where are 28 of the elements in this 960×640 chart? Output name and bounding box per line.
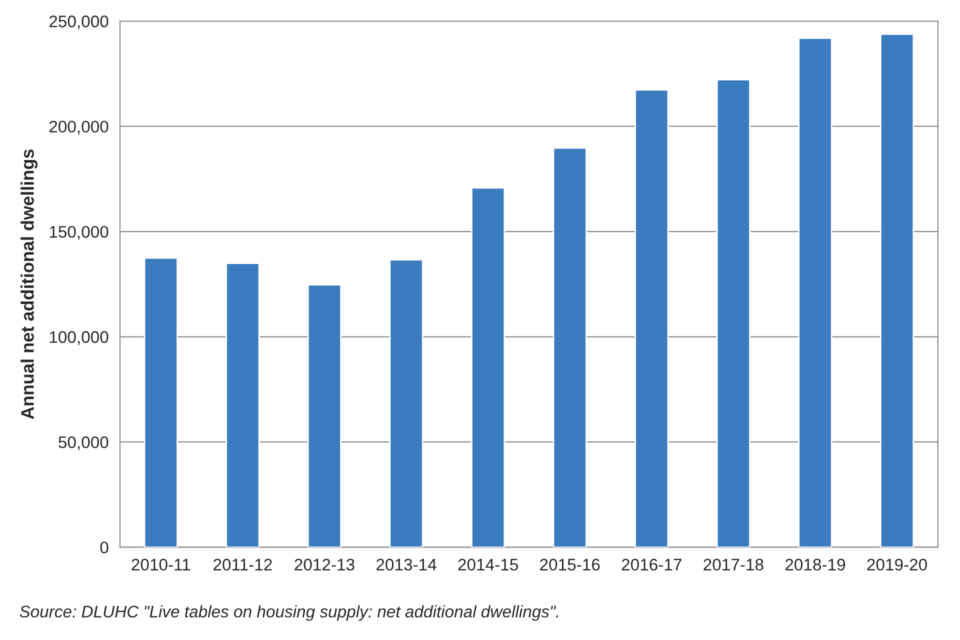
y-axis-title: Annual net additional dwellings: [20, 149, 38, 420]
x-tick-label: 2012-13: [294, 558, 354, 571]
bar: [552, 147, 587, 548]
bar: [389, 259, 424, 548]
bar: [634, 89, 669, 548]
y-tick-label: 150,000: [50, 226, 108, 240]
bar: [144, 257, 178, 548]
bar: [880, 33, 914, 548]
x-tick-label: 2015-16: [540, 558, 600, 571]
x-tick-label: 2014-15: [458, 558, 518, 571]
y-tick-label: 250,000: [49, 16, 108, 30]
y-tick-label: 0: [100, 542, 108, 554]
bar: [226, 262, 260, 548]
y-tick-label: 100,000: [50, 331, 108, 345]
y-tick-label: 200,000: [49, 120, 108, 135]
x-tick-label: 2011-12: [214, 558, 272, 571]
x-tick-label: 2013-14: [376, 558, 436, 571]
x-tick-label: 2010-11: [132, 558, 190, 571]
bar: [471, 187, 506, 548]
bar: [716, 78, 750, 548]
x-tick-label: 2017-18: [704, 558, 764, 571]
source-note: Source: DLUHC "Live tables on housing supply: net additional dwellings".: [20, 605, 558, 621]
y-tick-label: 50,000: [58, 436, 108, 450]
x-tick-label: 2016-17: [622, 558, 682, 571]
bar: [798, 37, 832, 548]
x-tick-label: 2019-20: [867, 558, 927, 571]
x-tick-label: 2018-19: [785, 558, 846, 571]
bar: [307, 284, 342, 548]
